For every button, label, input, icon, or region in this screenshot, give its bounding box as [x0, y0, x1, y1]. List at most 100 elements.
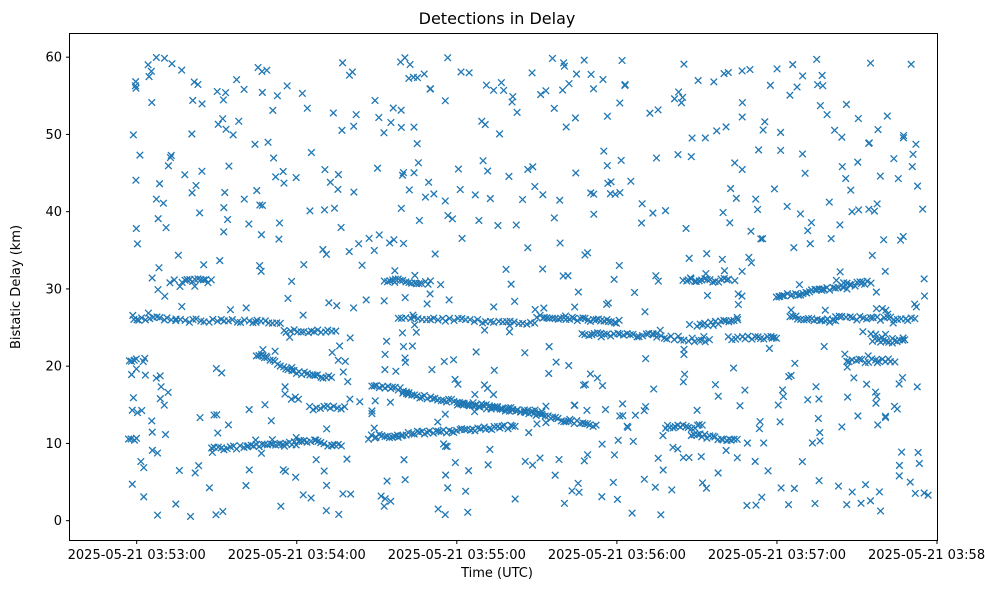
detection-point	[758, 234, 767, 243]
detection-point	[718, 255, 727, 264]
detection-point	[213, 317, 222, 325]
detection-point	[872, 304, 881, 313]
detection-point	[470, 407, 479, 416]
x-tick-label: 2025-05-21 03:58:00	[868, 548, 985, 563]
x-axis-ticks: 2025-05-21 03:53:00 2025-05-21 03:54:00 20…	[68, 540, 985, 563]
detection-point	[132, 355, 141, 363]
detection-point	[213, 410, 221, 419]
detection-point	[730, 435, 738, 444]
detection-point	[269, 154, 278, 162]
detection-point	[322, 481, 331, 490]
detection-point	[313, 371, 322, 379]
detection-point	[337, 442, 346, 450]
detection-point	[212, 511, 220, 519]
detection-point	[392, 367, 400, 376]
detection-point	[461, 487, 470, 495]
detection-point	[670, 95, 679, 103]
detection-point	[861, 480, 870, 489]
detection-point	[433, 418, 442, 426]
detection-point	[414, 158, 423, 167]
detection-point	[322, 250, 331, 259]
detection-point	[719, 208, 727, 217]
detection-point	[443, 484, 452, 492]
detection-point	[843, 285, 851, 293]
scatter-marks	[124, 53, 932, 521]
detection-point	[277, 502, 285, 510]
detection-point	[838, 423, 846, 431]
detection-point	[613, 495, 622, 504]
detection-point	[510, 297, 519, 306]
detection-point	[552, 358, 560, 366]
detection-point	[825, 318, 834, 326]
detection-point	[152, 374, 161, 382]
detection-point	[223, 215, 232, 224]
detection-point	[172, 500, 180, 508]
detection-point	[660, 334, 669, 342]
detection-point	[859, 327, 867, 336]
detection-point	[816, 437, 824, 445]
detection-point	[224, 421, 233, 429]
detection-point	[533, 420, 541, 428]
detection-point	[460, 425, 469, 434]
detection-point	[747, 258, 756, 267]
detection-point	[348, 68, 357, 76]
detection-point	[416, 394, 424, 402]
detection-point	[292, 173, 300, 182]
detection-point	[157, 382, 165, 391]
detection-point	[776, 146, 785, 155]
detection-point	[554, 315, 563, 323]
detection-point	[334, 510, 343, 519]
detection-point	[702, 249, 711, 258]
detection-point	[758, 493, 766, 502]
detection-point	[139, 493, 148, 501]
detection-point	[882, 306, 890, 315]
detection-point	[866, 59, 875, 67]
detection-point	[385, 239, 394, 247]
detection-point	[545, 314, 554, 323]
detection-point	[850, 374, 858, 382]
detection-point	[456, 185, 464, 194]
detection-point	[362, 296, 370, 304]
detection-point	[429, 314, 438, 322]
detection-point	[215, 256, 224, 265]
detection-point	[867, 279, 875, 287]
detection-point	[766, 81, 775, 90]
detection-point	[598, 492, 606, 501]
detection-point	[387, 118, 395, 127]
detection-point	[437, 396, 446, 405]
detection-point	[685, 254, 693, 263]
detection-point	[619, 411, 627, 420]
detection-point	[175, 466, 184, 475]
detection-point	[640, 475, 649, 484]
detection-point	[220, 203, 228, 212]
detection-point	[413, 73, 422, 82]
detection-point	[714, 469, 722, 477]
detection-point	[701, 134, 710, 142]
detection-point	[401, 475, 409, 484]
detection-point	[306, 207, 314, 215]
detection-point	[539, 190, 547, 199]
detection-point	[268, 435, 277, 444]
detection-point	[654, 106, 662, 114]
detection-point	[803, 395, 812, 404]
detection-point	[899, 131, 908, 140]
detection-point	[759, 126, 767, 134]
detection-point	[322, 506, 331, 515]
detection-point	[674, 445, 682, 453]
detection-point	[493, 402, 502, 411]
detection-point	[572, 70, 581, 78]
detection-point	[603, 112, 612, 121]
detection-point	[908, 162, 917, 171]
detection-point	[338, 59, 347, 67]
detection-point	[785, 372, 793, 381]
detection-point	[212, 364, 221, 373]
detection-point	[490, 422, 498, 431]
detection-point	[229, 131, 237, 139]
detection-point	[128, 406, 137, 414]
detection-point	[196, 413, 204, 422]
detection-point	[598, 440, 606, 448]
detection-point	[334, 170, 343, 179]
detection-point	[441, 317, 450, 325]
detection-point	[842, 500, 851, 509]
detection-point	[504, 404, 513, 412]
